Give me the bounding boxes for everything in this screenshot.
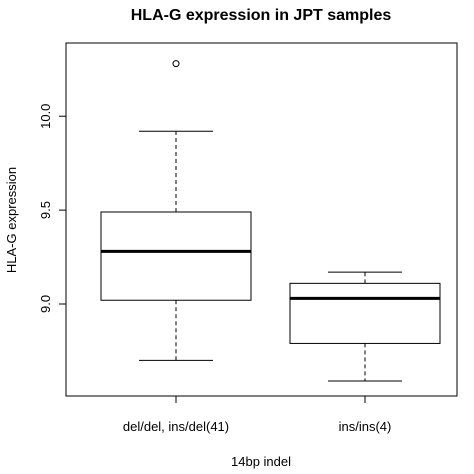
outlier-point: [172, 60, 180, 68]
x-axis-label: 14bp indel: [231, 454, 291, 469]
x-tick-label: del/del, ins/del(41): [123, 419, 229, 434]
boxes-layer: [100, 60, 441, 382]
y-axis: 9.0 9.5 10.0: [38, 104, 67, 313]
x-axis: del/del, ins/del(41) ins/ins(4): [123, 395, 392, 434]
box-group-1: [100, 60, 252, 361]
y-tick-label: 10.0: [38, 104, 53, 129]
y-tick-label: 9.0: [38, 295, 53, 313]
box-iqr: [100, 211, 252, 301]
x-tick-label: ins/ins(4): [339, 419, 392, 434]
y-tick-label: 9.5: [38, 201, 53, 219]
y-axis-label: HLA-G expression: [4, 167, 19, 273]
box-group-2: [289, 271, 441, 382]
box-iqr: [289, 282, 441, 344]
chart-title: HLA-G expression in JPT samples: [131, 7, 392, 24]
